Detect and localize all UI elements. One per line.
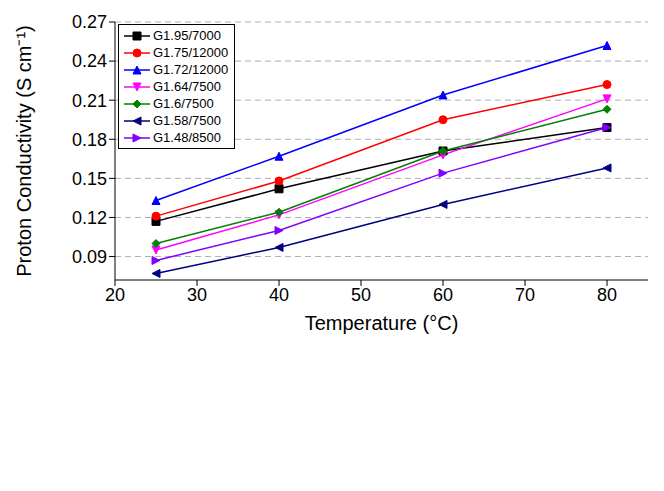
svg-text:0.09: 0.09: [72, 247, 107, 267]
svg-text:0.12: 0.12: [72, 208, 107, 228]
svg-text:20: 20: [105, 285, 125, 305]
svg-text:0.21: 0.21: [72, 91, 107, 111]
html-text:G1.72/12000: G1.72/12000: [153, 62, 229, 77]
svg-text:0.18: 0.18: [72, 130, 107, 150]
html-text:G1.64/7500: G1.64/7500: [153, 79, 221, 94]
html-text:G1.75/12000: G1.75/12000: [153, 45, 229, 60]
svg-text:0.15: 0.15: [72, 169, 107, 189]
svg-text:0.24: 0.24: [72, 51, 107, 71]
svg-text:80: 80: [597, 285, 617, 305]
svg-text:70: 70: [515, 285, 535, 305]
svg-text:40: 40: [269, 285, 289, 305]
svg-text:0.27: 0.27: [72, 12, 107, 32]
svg-text:60: 60: [433, 285, 453, 305]
svg-text:Temperature (°C): Temperature (°C): [305, 312, 459, 334]
html-text:G1.48/8500: G1.48/8500: [153, 130, 221, 145]
html-text:G1.95/7000: G1.95/7000: [153, 28, 221, 43]
html-text:G1.58/7500: G1.58/7500: [153, 113, 221, 128]
svg-text:Proton Conductivity (S cm⁻¹): Proton Conductivity (S cm⁻¹): [13, 25, 35, 277]
html-text:G1.6/7500: G1.6/7500: [153, 96, 214, 111]
svg-text:30: 30: [187, 285, 207, 305]
svg-text:50: 50: [351, 285, 371, 305]
